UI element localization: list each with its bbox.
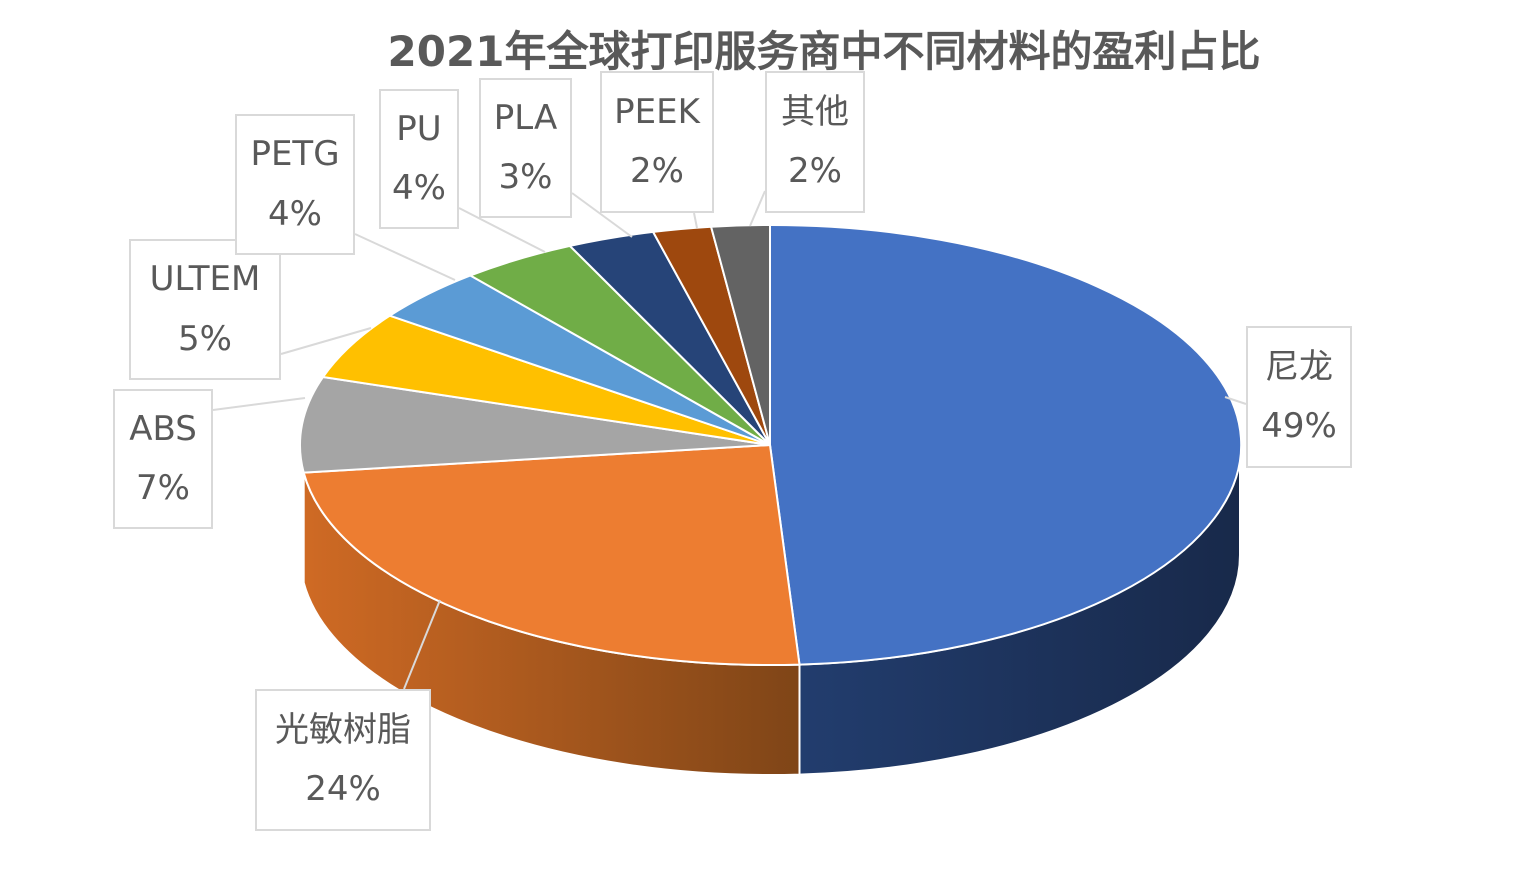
data-label-value: 49% (1261, 406, 1337, 446)
leader-line-7 (693, 212, 698, 229)
data-label-value: 2% (788, 151, 842, 191)
data-label-5: PU 4% (379, 89, 459, 229)
leader-line-0 (1224, 396, 1247, 405)
data-label-7: PEEK 2% (600, 71, 714, 213)
data-label-value: 24% (305, 769, 381, 809)
data-label-category: PU (396, 108, 442, 149)
data-label-6: PLA 3% (479, 78, 572, 218)
data-label-category: 其他 (781, 91, 849, 132)
data-label-value: 3% (498, 157, 553, 197)
data-label-value: 5% (178, 318, 232, 359)
leader-line-6 (571, 192, 633, 238)
data-label-value: 4% (392, 168, 446, 208)
leader-line-4 (354, 233, 456, 281)
data-label-category: ABS (129, 408, 197, 449)
pie-slice-8 (710, 223, 771, 446)
leader-line-8 (749, 190, 766, 227)
data-label-category: PLA (493, 97, 558, 138)
chart-title: 2021年全球打印服务商中不同材料的盈利占比 (387, 27, 1261, 76)
pie-slice-0 (769, 223, 1243, 666)
data-label-4: PETG 4% (235, 114, 355, 255)
data-label-8: 其他 2% (765, 71, 865, 213)
pie-slice-3 (322, 314, 771, 446)
pie-slice-1 (302, 444, 801, 667)
data-label-0: 尼龙 49% (1246, 326, 1352, 468)
data-label-2: ABS 7% (113, 389, 213, 529)
data-label-value: 4% (268, 193, 322, 234)
data-label-category: PETG (250, 134, 340, 174)
data-label-1: 光敏树脂 24% (255, 689, 431, 831)
data-label-category: 尼龙 (1265, 346, 1333, 387)
data-label-3: ULTEM 5% (129, 239, 281, 380)
leader-line-5 (458, 207, 546, 253)
data-label-value: 2% (630, 151, 684, 191)
data-label-value: 7% (136, 468, 190, 508)
data-label-category: ULTEM (149, 259, 261, 299)
data-label-category: 光敏树脂 (275, 709, 411, 750)
leader-line-3 (280, 327, 372, 355)
pie-slice-2 (299, 376, 771, 474)
leader-line-2 (212, 397, 306, 411)
leader-line-1 (403, 599, 441, 690)
data-label-category: PEEK (614, 91, 700, 132)
